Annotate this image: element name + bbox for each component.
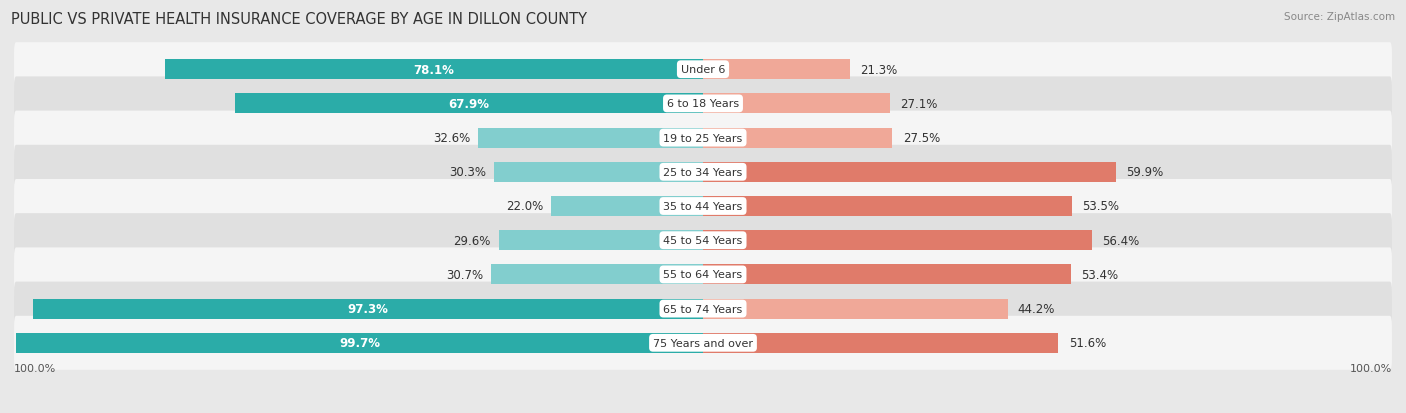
Text: 30.3%: 30.3% (449, 166, 486, 179)
Bar (495, 162, 703, 182)
Text: 22.0%: 22.0% (506, 200, 543, 213)
Text: 29.6%: 29.6% (453, 234, 491, 247)
Bar (703, 162, 1116, 182)
Text: 30.7%: 30.7% (446, 268, 484, 281)
Text: 59.9%: 59.9% (1126, 166, 1163, 179)
Text: 27.5%: 27.5% (903, 132, 941, 145)
Bar (499, 231, 703, 251)
FancyBboxPatch shape (14, 77, 1392, 131)
Bar (165, 60, 703, 80)
FancyBboxPatch shape (14, 145, 1392, 199)
Text: Under 6: Under 6 (681, 65, 725, 75)
Bar (15, 333, 703, 353)
Bar (703, 197, 1071, 216)
Bar (492, 265, 703, 285)
Text: 75 Years and over: 75 Years and over (652, 338, 754, 348)
Bar (703, 60, 849, 80)
FancyBboxPatch shape (14, 112, 1392, 165)
Bar (703, 94, 890, 114)
Text: 56.4%: 56.4% (1102, 234, 1139, 247)
Text: 55 to 64 Years: 55 to 64 Years (664, 270, 742, 280)
Text: 45 to 54 Years: 45 to 54 Years (664, 236, 742, 246)
Text: 53.4%: 53.4% (1081, 268, 1118, 281)
Text: 51.6%: 51.6% (1069, 337, 1107, 349)
Text: 53.5%: 53.5% (1083, 200, 1119, 213)
Text: Source: ZipAtlas.com: Source: ZipAtlas.com (1284, 12, 1395, 22)
Bar (703, 128, 893, 148)
FancyBboxPatch shape (14, 282, 1392, 336)
Bar (32, 299, 703, 319)
FancyBboxPatch shape (14, 214, 1392, 268)
FancyBboxPatch shape (14, 180, 1392, 233)
Bar (703, 265, 1071, 285)
Text: 25 to 34 Years: 25 to 34 Years (664, 167, 742, 177)
Text: 27.1%: 27.1% (900, 97, 938, 111)
Text: 97.3%: 97.3% (347, 302, 388, 316)
Bar (478, 128, 703, 148)
Bar (703, 299, 1008, 319)
Text: 67.9%: 67.9% (449, 97, 489, 111)
Text: 100.0%: 100.0% (1350, 363, 1392, 373)
FancyBboxPatch shape (14, 43, 1392, 97)
Bar (551, 197, 703, 216)
Text: 21.3%: 21.3% (860, 64, 897, 76)
Bar (235, 94, 703, 114)
Text: 6 to 18 Years: 6 to 18 Years (666, 99, 740, 109)
FancyBboxPatch shape (14, 248, 1392, 301)
Text: PUBLIC VS PRIVATE HEALTH INSURANCE COVERAGE BY AGE IN DILLON COUNTY: PUBLIC VS PRIVATE HEALTH INSURANCE COVER… (11, 12, 588, 27)
Text: 65 to 74 Years: 65 to 74 Years (664, 304, 742, 314)
Text: 32.6%: 32.6% (433, 132, 470, 145)
Text: 44.2%: 44.2% (1018, 302, 1056, 316)
Text: 35 to 44 Years: 35 to 44 Years (664, 202, 742, 211)
Text: 99.7%: 99.7% (339, 337, 380, 349)
Text: 100.0%: 100.0% (14, 363, 56, 373)
Bar (703, 333, 1059, 353)
Bar (703, 231, 1091, 251)
Text: 19 to 25 Years: 19 to 25 Years (664, 133, 742, 143)
Text: 78.1%: 78.1% (413, 64, 454, 76)
FancyBboxPatch shape (14, 316, 1392, 370)
